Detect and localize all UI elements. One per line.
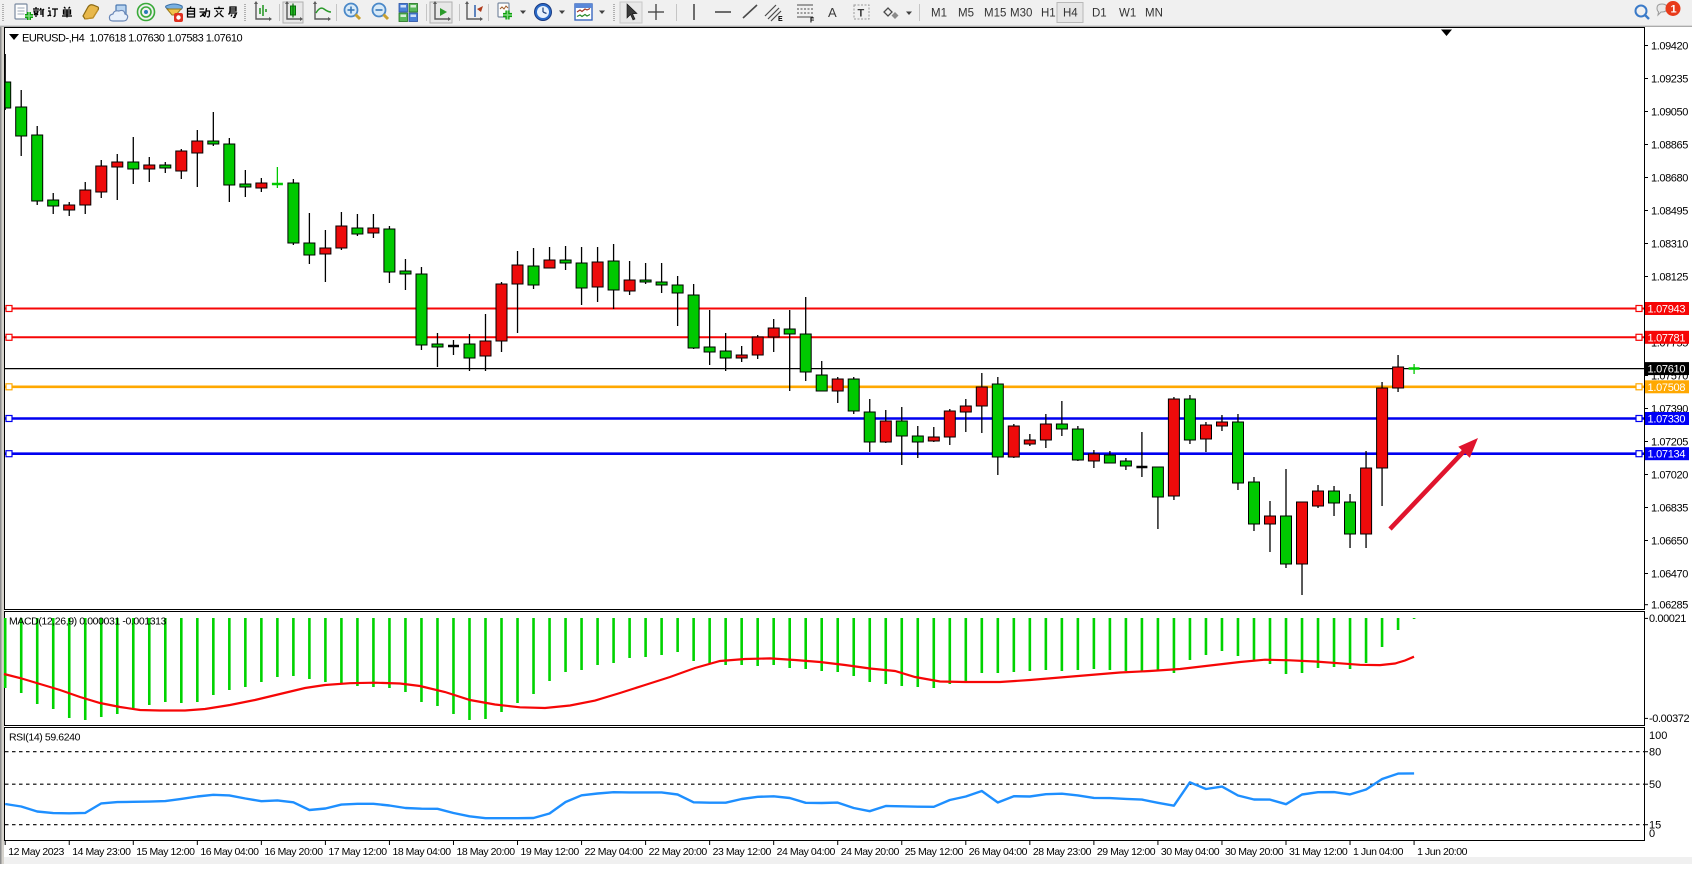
svg-text:1.08125: 1.08125 <box>1651 272 1688 284</box>
svg-text:1.08865: 1.08865 <box>1651 140 1688 152</box>
svg-text:1.09050: 1.09050 <box>1651 107 1688 119</box>
svg-text:-0.00372: -0.00372 <box>1649 713 1690 725</box>
svg-text:1.07020: 1.07020 <box>1651 470 1688 482</box>
svg-text:1.07205: 1.07205 <box>1651 437 1688 449</box>
svg-text:80: 80 <box>1649 747 1661 759</box>
svg-text:28 May 23:00: 28 May 23:00 <box>1033 846 1092 858</box>
svg-text:50: 50 <box>1649 779 1661 791</box>
svg-text:1 Jun 20:00: 1 Jun 20:00 <box>1417 846 1468 858</box>
svg-text:1: 1 <box>1671 4 1677 16</box>
svg-text:25 May 12:00: 25 May 12:00 <box>905 846 964 858</box>
svg-text:16 May 04:00: 16 May 04:00 <box>200 846 259 858</box>
svg-text:F: F <box>810 18 815 25</box>
svg-text:RSI(14) 59.6240: RSI(14) 59.6240 <box>9 732 81 744</box>
svg-text:M1: M1 <box>931 8 947 20</box>
svg-text:EURUSD-,H4 1.07618 1.07630 1.: EURUSD-,H4 1.07618 1.07630 1.07583 1.076… <box>22 33 242 45</box>
svg-text:24 May 20:00: 24 May 20:00 <box>841 846 900 858</box>
svg-text:1.09420: 1.09420 <box>1651 41 1688 53</box>
svg-text:100: 100 <box>1649 730 1667 742</box>
svg-text:1.07134: 1.07134 <box>1648 449 1686 461</box>
svg-text:22 May 20:00: 22 May 20:00 <box>649 846 708 858</box>
svg-text:M5: M5 <box>958 8 974 20</box>
svg-text:MACD(12,26,9) 0.000031 -0.0013: MACD(12,26,9) 0.000031 -0.001313 <box>9 616 167 628</box>
svg-text:18 May 04:00: 18 May 04:00 <box>392 846 451 858</box>
svg-text:15: 15 <box>1649 820 1661 832</box>
svg-text:0: 0 <box>1649 828 1655 840</box>
svg-text:24 May 04:00: 24 May 04:00 <box>777 846 836 858</box>
svg-text:A: A <box>828 5 837 20</box>
svg-text:26 May 04:00: 26 May 04:00 <box>969 846 1028 858</box>
svg-text:1.07508: 1.07508 <box>1648 382 1686 394</box>
svg-text:14 May 23:00: 14 May 23:00 <box>72 846 131 858</box>
svg-text:29 May 12:00: 29 May 12:00 <box>1097 846 1156 858</box>
svg-text:W1: W1 <box>1119 8 1136 20</box>
svg-text:1.06285: 1.06285 <box>1651 600 1688 612</box>
svg-text:1.06835: 1.06835 <box>1651 503 1688 515</box>
svg-text:23 May 12:00: 23 May 12:00 <box>713 846 772 858</box>
svg-text:1.07610: 1.07610 <box>1648 364 1686 376</box>
svg-text:30 May 04:00: 30 May 04:00 <box>1161 846 1220 858</box>
svg-text:M30: M30 <box>1010 8 1032 20</box>
svg-text:1.06650: 1.06650 <box>1651 536 1688 548</box>
svg-text:22 May 04:00: 22 May 04:00 <box>585 846 644 858</box>
svg-text:D1: D1 <box>1092 8 1107 20</box>
svg-text:18 May 20:00: 18 May 20:00 <box>456 846 515 858</box>
svg-text:1.07943: 1.07943 <box>1648 304 1686 316</box>
svg-text:19 May 12:00: 19 May 12:00 <box>521 846 580 858</box>
svg-text:15 May 12:00: 15 May 12:00 <box>136 846 195 858</box>
svg-text:E: E <box>778 16 783 23</box>
svg-text:1.06470: 1.06470 <box>1651 569 1688 581</box>
svg-text:31 May 12:00: 31 May 12:00 <box>1289 846 1348 858</box>
svg-text:1.08680: 1.08680 <box>1651 173 1688 185</box>
svg-text:M15: M15 <box>984 8 1006 20</box>
svg-text:1.08310: 1.08310 <box>1651 239 1688 251</box>
svg-text:T: T <box>858 8 865 20</box>
svg-text:1.07781: 1.07781 <box>1648 332 1686 344</box>
svg-text:12 May 2023: 12 May 2023 <box>8 846 64 858</box>
svg-text:30 May 20:00: 30 May 20:00 <box>1225 846 1284 858</box>
svg-text:1 Jun 04:00: 1 Jun 04:00 <box>1353 846 1404 858</box>
svg-text:H1: H1 <box>1041 8 1056 20</box>
svg-text:1.09235: 1.09235 <box>1651 74 1688 86</box>
svg-text:17 May 12:00: 17 May 12:00 <box>328 846 387 858</box>
svg-text:16 May 20:00: 16 May 20:00 <box>264 846 323 858</box>
svg-text:0.00021: 0.00021 <box>1649 613 1686 625</box>
svg-text:1.08495: 1.08495 <box>1651 206 1688 218</box>
svg-text:H4: H4 <box>1063 8 1078 20</box>
svg-text:MN: MN <box>1145 8 1163 20</box>
svg-text:1.07330: 1.07330 <box>1648 414 1686 426</box>
